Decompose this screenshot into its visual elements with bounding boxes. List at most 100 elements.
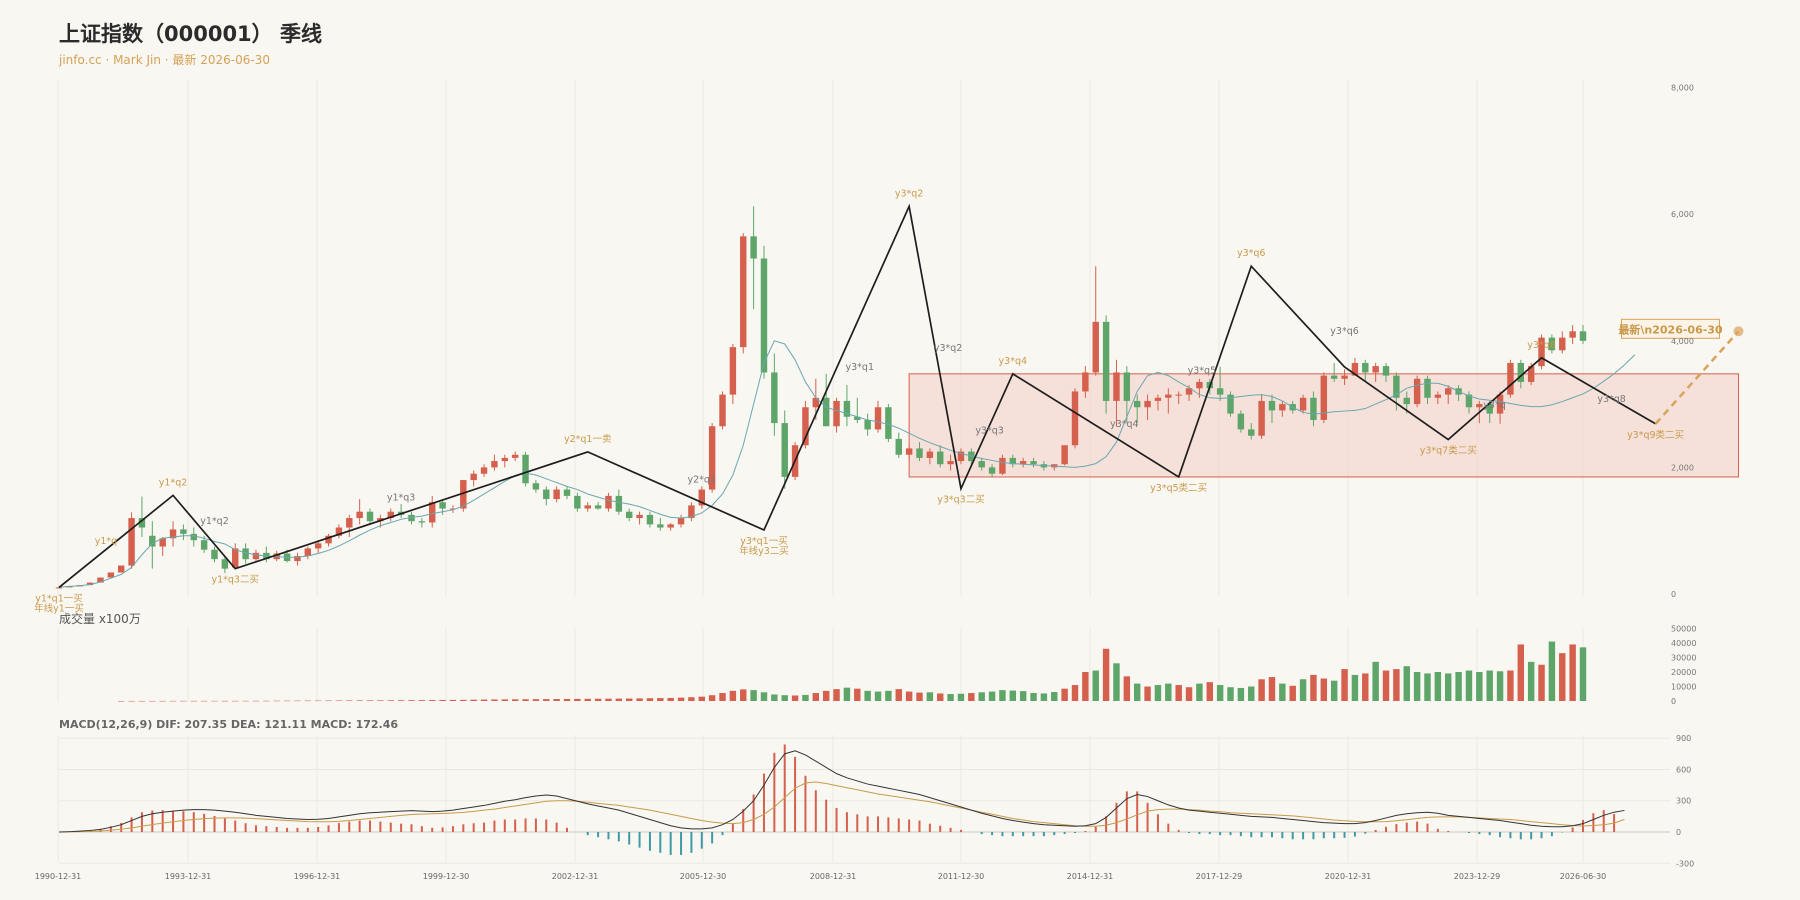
candle xyxy=(708,423,716,493)
volume-bar xyxy=(1092,670,1099,701)
candle xyxy=(1268,394,1276,424)
price-y-tick-label: 0 xyxy=(1671,590,1676,599)
macd-histogram-bar xyxy=(296,827,299,832)
volume-bar xyxy=(1527,661,1535,701)
volume-bar xyxy=(885,690,892,701)
candle-body xyxy=(1279,404,1286,411)
macd-histogram-bar xyxy=(503,819,506,832)
candle-body xyxy=(86,582,94,586)
candle-body xyxy=(1227,394,1234,414)
volume-y-tick-label: 20000 xyxy=(1671,668,1696,677)
stroke-label: y3*q8 xyxy=(1597,394,1626,405)
volume-bar xyxy=(1144,686,1151,701)
candle-body xyxy=(1258,400,1265,436)
candle xyxy=(854,397,861,424)
volume-bar xyxy=(646,698,654,701)
candle xyxy=(1330,362,1338,382)
candle xyxy=(543,486,550,506)
volume-bar xyxy=(1040,693,1048,701)
macd-histogram-bar xyxy=(1447,830,1450,832)
macd-histogram-bar xyxy=(680,832,683,855)
candle xyxy=(408,511,415,525)
candle xyxy=(128,512,135,569)
volume-bar xyxy=(1019,691,1027,701)
volume-bar xyxy=(543,699,550,701)
candle-body xyxy=(926,451,934,458)
stroke-label: y2*q1 xyxy=(688,475,717,486)
macd-histogram-bar xyxy=(1250,832,1253,838)
candle xyxy=(356,499,363,525)
candle-body xyxy=(449,508,457,510)
candle xyxy=(1165,388,1172,414)
candle-body xyxy=(1351,362,1359,376)
candle xyxy=(1175,391,1182,405)
macd-histogram-bar xyxy=(1509,832,1512,839)
macd-histogram-bar xyxy=(586,832,589,836)
macd-histogram-bar xyxy=(1416,821,1419,832)
candle-body xyxy=(988,467,996,474)
macd-histogram-bar xyxy=(597,832,600,838)
macd-histogram-bar xyxy=(99,828,102,832)
candle-body xyxy=(729,347,737,395)
price-y-tick-label: 2,000 xyxy=(1671,463,1694,472)
candle-body xyxy=(304,548,312,557)
volume-bar xyxy=(864,690,871,701)
candle-body xyxy=(470,473,477,481)
candle xyxy=(501,454,509,468)
macd-histogram-bar xyxy=(1550,832,1553,837)
candle-body xyxy=(377,518,384,522)
macd-histogram-bar xyxy=(1436,828,1439,832)
candle-body xyxy=(740,236,747,348)
macd-histogram-bar xyxy=(711,832,714,844)
volume-bar xyxy=(1403,666,1410,701)
volume-bar xyxy=(1051,692,1058,701)
volume-bar xyxy=(988,691,996,701)
macd-histogram-bar xyxy=(140,812,143,832)
candle xyxy=(698,486,705,509)
volume-bar xyxy=(937,693,944,701)
macd-histogram-bar xyxy=(1219,832,1222,836)
candle xyxy=(1248,423,1255,440)
x-tick-label: 2017-12-29 xyxy=(1196,872,1243,881)
volume-panel-title: 成交量 x100万 xyxy=(59,612,141,626)
candle xyxy=(418,518,426,528)
macd-histogram-bar xyxy=(1074,832,1076,834)
volume-bar xyxy=(657,698,664,701)
candle-body xyxy=(1330,375,1338,379)
candle-body xyxy=(1310,397,1317,420)
volume-bar xyxy=(232,700,239,702)
volume-y-tick-label: 40000 xyxy=(1671,639,1696,648)
macd-histogram-bar xyxy=(472,823,475,832)
volume-y-tick-label: 30000 xyxy=(1671,654,1696,663)
stroke-label: 年线y1一买 xyxy=(34,602,84,614)
macd-histogram-bar xyxy=(1167,823,1170,832)
candle-body xyxy=(346,518,353,528)
macd-histogram-bar xyxy=(887,817,890,832)
price-y-tick-label: 8,000 xyxy=(1671,84,1694,93)
candle xyxy=(491,454,498,471)
volume-bar xyxy=(760,692,768,701)
volume-bar xyxy=(1393,669,1400,701)
candle-body xyxy=(55,587,63,589)
volume-bar xyxy=(1496,671,1504,701)
volume-bar xyxy=(1071,685,1079,701)
volume-bar xyxy=(1507,670,1514,701)
candle-body xyxy=(574,495,581,509)
volume-bar xyxy=(1185,687,1193,701)
volume-bar xyxy=(594,698,602,701)
stroke-label: y1*q2 xyxy=(159,477,188,488)
candle xyxy=(522,451,529,487)
stroke-label: y3*q4 xyxy=(999,356,1028,367)
macd-histogram-bar xyxy=(939,825,942,832)
candle-body xyxy=(232,548,239,568)
candle-body xyxy=(1165,394,1172,398)
candle-body xyxy=(117,565,125,573)
candle xyxy=(688,502,695,522)
candle-body xyxy=(1299,397,1307,411)
candle-body xyxy=(294,556,301,562)
volume-bar xyxy=(511,699,519,701)
candle xyxy=(107,572,115,578)
volume-bar xyxy=(211,700,218,702)
candle-body xyxy=(1538,337,1545,367)
macd-histogram-bar xyxy=(389,822,392,832)
